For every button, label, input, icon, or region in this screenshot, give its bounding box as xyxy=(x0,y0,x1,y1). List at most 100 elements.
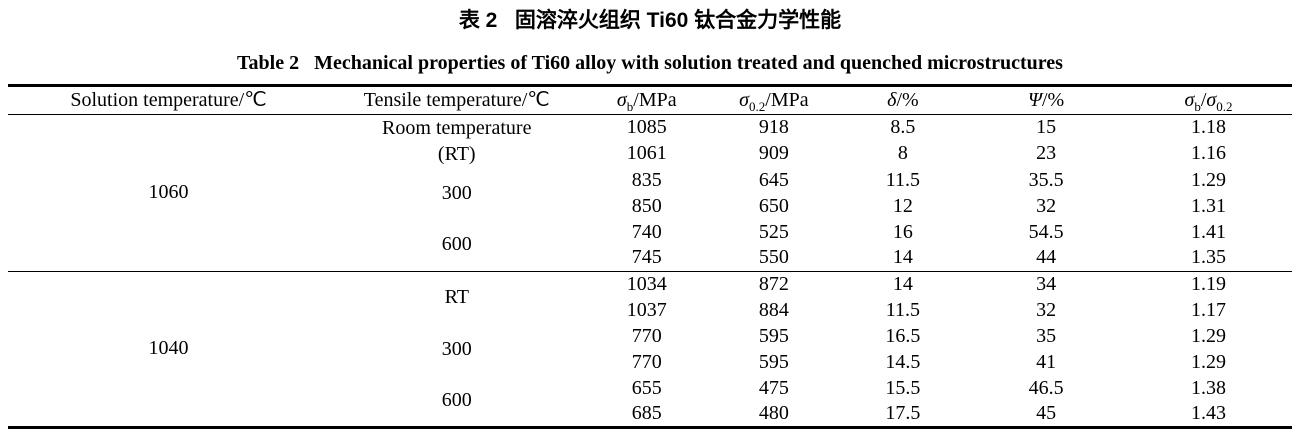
value-cell: 1.31 xyxy=(1191,194,1227,217)
value-cell: 685 xyxy=(631,402,662,424)
col-header-tensile-temperature: Tensile temperature/℃ xyxy=(329,85,585,115)
table-row: 300 835 645 11.5 35.5 1.29 xyxy=(8,167,1292,204)
value-cell: 745 xyxy=(631,246,662,269)
value-cell: 1037 xyxy=(626,298,667,321)
col-header-psi: Ψ/% xyxy=(967,85,1126,115)
value-cell: 16.5 xyxy=(885,324,921,347)
value-cell: 8 xyxy=(897,142,908,165)
table-caption-en: Table 2 Mechanical properties of Ti60 al… xyxy=(237,52,1063,74)
value-cell: 1.29 xyxy=(1191,324,1227,347)
value-cell: 1.19 xyxy=(1125,270,1292,297)
value-cell: 35.5 xyxy=(1028,168,1064,191)
tensile-temp-cell: 600 xyxy=(441,233,472,256)
value-cell: 46.5 xyxy=(1028,376,1064,399)
table-row: 745 550 14 44 1.35 xyxy=(8,245,1292,271)
value-cell: 1061 xyxy=(626,142,667,165)
table-row: 685 480 17.5 45 1.43 xyxy=(8,401,1292,428)
table-row: 1061 909 8 23 1.16 xyxy=(8,141,1292,167)
psi-symbol: Ψ xyxy=(1027,89,1042,111)
col-header-ratio: σb/σ0.2 xyxy=(1125,85,1292,115)
tensile-temp-cell: RT xyxy=(329,270,585,323)
value-cell: 770 xyxy=(631,350,662,373)
value-cell: 54.5 xyxy=(1028,220,1064,243)
value-cell: 45 xyxy=(1036,402,1057,424)
value-cell: 595 xyxy=(758,350,789,373)
value-cell: 475 xyxy=(758,376,789,399)
value-cell: 550 xyxy=(758,246,789,269)
col-header-solution-temperature: Solution temperature/℃ xyxy=(8,85,329,115)
value-cell: 645 xyxy=(758,168,789,191)
mechanical-properties-table: Solution temperature/℃ Tensile temperatu… xyxy=(8,84,1292,429)
value-cell: 1.38 xyxy=(1191,376,1227,399)
value-cell: 1034 xyxy=(584,270,710,297)
value-cell: 1.29 xyxy=(1191,350,1227,373)
value-cell: 35 xyxy=(1036,324,1057,347)
table-row: 1060 Room temperature (RT) 1085 918 8.5 … xyxy=(8,115,1292,203)
psi-unit: /% xyxy=(1042,89,1065,111)
value-cell: 525 xyxy=(758,220,789,243)
table-row: 600 655 475 15.5 46.5 1.38 xyxy=(8,375,1292,412)
value-cell: 11.5 xyxy=(885,168,921,191)
value-cell: 16 xyxy=(892,220,913,243)
value-cell: 1085 xyxy=(626,116,667,139)
delta-symbol: δ xyxy=(887,89,897,111)
solution-temp-cell: 1060 xyxy=(148,181,189,204)
tensile-label-line2: (RT) xyxy=(437,143,476,165)
value-cell: 1.41 xyxy=(1191,220,1227,243)
col-header-sigma-02: σ0.2/MPa xyxy=(709,85,839,115)
value-cell: 909 xyxy=(758,142,789,165)
col-header-delta: δ/% xyxy=(838,85,968,115)
tensile-temp-cell: 300 xyxy=(441,337,472,360)
value-cell: 14 xyxy=(892,246,913,269)
ratio-sigma-a-symbol: σ xyxy=(1184,89,1195,111)
value-cell: 15 xyxy=(1036,116,1057,139)
table-row: 850 650 12 32 1.31 xyxy=(8,193,1292,219)
value-cell: 14 xyxy=(838,270,968,297)
col-header-sigma-b: σb/MPa xyxy=(584,85,710,115)
table-caption-zh: 表 2 固溶淬火组织 Ti60 钛合金力学性能 xyxy=(458,9,842,32)
value-cell: 14.5 xyxy=(885,350,921,373)
value-cell: 32 xyxy=(1036,298,1057,321)
value-cell: 12 xyxy=(892,194,913,217)
sigma-02-unit: /MPa xyxy=(765,89,809,111)
table-row: 1037 884 11.5 32 1.17 xyxy=(8,297,1292,323)
value-cell: 1.17 xyxy=(1191,298,1227,321)
table-row: 770 595 14.5 41 1.29 xyxy=(8,349,1292,375)
value-cell: 835 xyxy=(631,168,662,191)
sigma-02-subscript: 0.2 xyxy=(749,99,766,114)
tensile-temp-cell: 600 xyxy=(441,389,472,411)
value-cell: 1.43 xyxy=(1191,402,1227,424)
value-cell: 770 xyxy=(631,324,662,347)
value-cell: 17.5 xyxy=(885,402,921,424)
ratio-slash: / xyxy=(1200,89,1207,111)
tensile-label-line1: Room temperature xyxy=(382,117,532,139)
ratio-sub-a: b xyxy=(1194,99,1201,114)
table-row: 300 770 595 16.5 35 1.29 xyxy=(8,323,1292,360)
tensile-temp-cell: Room temperature (RT) xyxy=(329,115,585,168)
value-cell: 41 xyxy=(1036,350,1057,373)
value-cell: 1.16 xyxy=(1191,142,1227,165)
table-row: 1040 RT 1034 872 14 34 1.19 xyxy=(8,270,1292,428)
value-cell: 34 xyxy=(967,270,1126,297)
value-cell: 1.29 xyxy=(1191,168,1227,191)
value-cell: 655 xyxy=(631,376,662,399)
ratio-sub-b: 0.2 xyxy=(1216,99,1233,114)
value-cell: 740 xyxy=(631,220,662,243)
value-cell: 872 xyxy=(709,270,839,297)
value-cell: 650 xyxy=(758,194,789,217)
table-row: 600 740 525 16 54.5 1.41 xyxy=(8,219,1292,256)
sigma-b-unit: /MPa xyxy=(633,89,677,111)
sigma-02-symbol: σ xyxy=(739,89,750,111)
value-cell: 8.5 xyxy=(890,116,916,139)
value-cell: 480 xyxy=(758,402,789,424)
value-cell: 1.18 xyxy=(1191,116,1227,139)
value-cell: 11.5 xyxy=(885,298,921,321)
value-cell: 918 xyxy=(758,116,789,139)
value-cell: 595 xyxy=(758,324,789,347)
value-cell: 884 xyxy=(758,298,789,321)
ratio-sigma-b-symbol: σ xyxy=(1206,89,1217,111)
header-row: Solution temperature/℃ Tensile temperatu… xyxy=(8,85,1292,115)
sigma-b-symbol: σ xyxy=(616,89,627,111)
value-cell: 44 xyxy=(1036,246,1057,269)
